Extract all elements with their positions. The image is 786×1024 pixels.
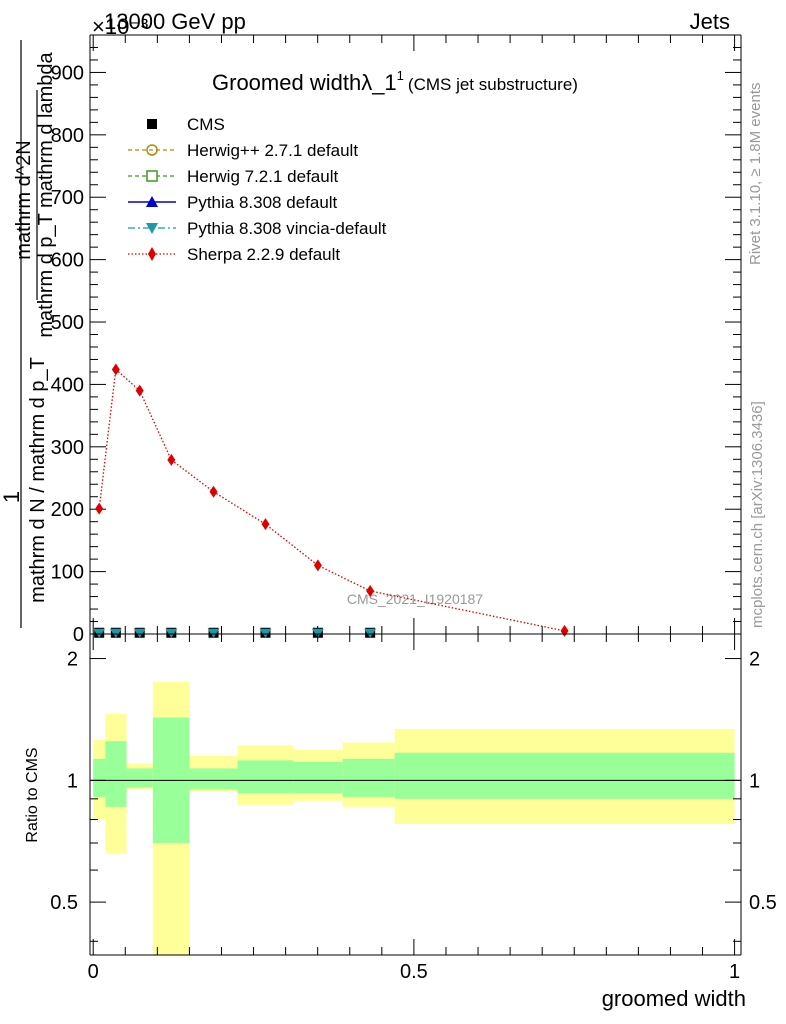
legend-label-herwig7: Herwig 7.2.1 default <box>187 167 338 186</box>
vincia-point <box>165 628 178 638</box>
y-label-numerator-1: mathrm d^2N <box>13 140 35 259</box>
ratio-bands <box>93 682 735 955</box>
legend-item-pythia: Pythia 8.308 default <box>128 193 338 212</box>
y-tick-label: 0 <box>73 624 84 646</box>
title-paren: (CMS jet substructure) <box>408 75 578 94</box>
ratio-band-inner <box>293 761 343 794</box>
sherpa-point <box>135 384 144 397</box>
y-tick-label: 100 <box>51 562 84 584</box>
y-tick-label: 600 <box>51 250 84 272</box>
y-tick-label: 300 <box>51 437 84 459</box>
legend-label-sherpa: Sherpa 2.2.9 default <box>187 245 340 264</box>
legend-item-herwigpp: Herwig++ 2.7.1 default <box>128 141 358 160</box>
main-y-ticks: 0 100 200 300 400 500 600 700 800 900 <box>51 34 741 646</box>
vincia-point <box>109 628 122 638</box>
legend-item-vincia: Pythia 8.308 vincia-default <box>128 219 387 238</box>
main-x-ticks <box>92 35 736 634</box>
rivet-version-text: Rivet 3.1.10, ≥ 1.8M events <box>747 83 764 266</box>
x-tick-label: 1 <box>729 961 740 983</box>
ratio-y-ticks: 0.5 0.5 1 1 2 2 <box>50 649 777 942</box>
ratio-y-tick-label: 1 <box>67 770 78 792</box>
vincia-point <box>93 628 106 638</box>
legend-label-vincia: Pythia 8.308 vincia-default <box>187 219 387 238</box>
vincia-point <box>133 628 146 638</box>
x-tick-label: 0 <box>88 961 99 983</box>
watermark: CMS_2021_I1920187 <box>347 591 483 607</box>
y-tick-label: 900 <box>51 62 84 84</box>
y-tick-label: 200 <box>51 499 84 521</box>
sherpa-point <box>111 363 120 376</box>
sherpa-point <box>95 502 104 515</box>
ratio-band-inner <box>189 768 238 790</box>
y-tick-label: 400 <box>51 374 84 396</box>
vincia-point <box>207 628 220 638</box>
ratio-y-tick-label: 2 <box>67 649 78 671</box>
ratio-band-inner <box>237 760 294 794</box>
y-label-numerator-2: mathrm d p_T mathrm d lambda <box>35 51 57 337</box>
x-tick-label: 0.5 <box>400 961 428 983</box>
ratio-y-tick-label-right: 1 <box>749 770 760 792</box>
legend-marker-circle <box>146 144 158 156</box>
legend-label-cms: CMS <box>187 115 225 134</box>
y-tick-label: 800 <box>51 125 84 147</box>
sherpa-point <box>313 559 322 572</box>
header-jets: Jets <box>690 9 730 34</box>
ratio-x-ticks: 0 0.5 1 <box>88 634 740 983</box>
legend-label-pythia: Pythia 8.308 default <box>187 193 338 212</box>
ratio-y-tick-label-right: 0.5 <box>749 892 777 914</box>
sherpa-point <box>209 485 218 498</box>
legend-marker-triangle-up <box>146 196 158 207</box>
y-label-prefix: 1 <box>0 491 24 503</box>
legend-label-herwigpp: Herwig++ 2.7.1 default <box>187 141 358 160</box>
legend-item-herwig7: Herwig 7.2.1 default <box>128 167 338 186</box>
ratio-band-inner <box>126 768 153 788</box>
title-main: Groomed width <box>212 70 361 95</box>
sherpa-point <box>167 453 176 466</box>
vincia-point <box>364 628 377 638</box>
ratio-band-inner <box>342 758 395 797</box>
sherpa-point <box>560 624 569 637</box>
header-energy: 13000 GeV pp <box>104 9 246 34</box>
y-tick-label: 500 <box>51 312 84 334</box>
ratio-band-inner <box>93 758 106 797</box>
sherpa-point <box>261 518 270 531</box>
mcplots-text: mcplots.cern.ch [arXiv:1306.3436] <box>749 401 766 628</box>
ratio-band-inner <box>105 741 127 807</box>
sherpa-line <box>98 368 565 632</box>
legend-marker-diamond <box>148 247 156 261</box>
ratio-y-axis-label: Ratio to CMS <box>24 747 41 842</box>
legend-marker-open-square <box>146 170 158 182</box>
plot-title: Groomed widthλ_11 (CMS jet substructure) <box>212 68 578 95</box>
vincia-point <box>311 628 324 638</box>
legend-marker-triangle-down <box>146 223 158 234</box>
sherpa-point <box>366 584 375 597</box>
legend-marker-square <box>147 119 157 129</box>
title-symbol: λ_1 <box>361 70 396 95</box>
legend-item-cms: CMS <box>147 115 225 134</box>
y-label-denominator: mathrm d N / mathrm d p_T <box>27 357 49 603</box>
legend-item-sherpa: Sherpa 2.2.9 default <box>128 245 340 264</box>
y-tick-label: 700 <box>51 187 84 209</box>
vincia-point <box>259 628 272 638</box>
x-axis-label: groomed width <box>602 986 746 1011</box>
main-series <box>93 363 569 638</box>
ratio-plot: 0.5 0.51 12 2 0 0.5 1 Ratio to CMS groomed wi… <box>24 633 777 1011</box>
ratio-band-inner <box>394 752 735 799</box>
main-y-axis-label: 1 mathrm d N / mathrm d p_T mathrm d^2N … <box>0 40 57 628</box>
title-sup: 1 <box>397 68 404 83</box>
ratio-y-tick-label: 0.5 <box>50 892 78 914</box>
main-plot: 0 100 200 300 400 500 600 700 800 900 CMS_2021_I1… <box>51 34 742 646</box>
legend: CMS Herwig++ 2.7.1 default Herwig 7.2.1 … <box>128 115 387 264</box>
ratio-y-tick-label-right: 2 <box>749 649 760 671</box>
